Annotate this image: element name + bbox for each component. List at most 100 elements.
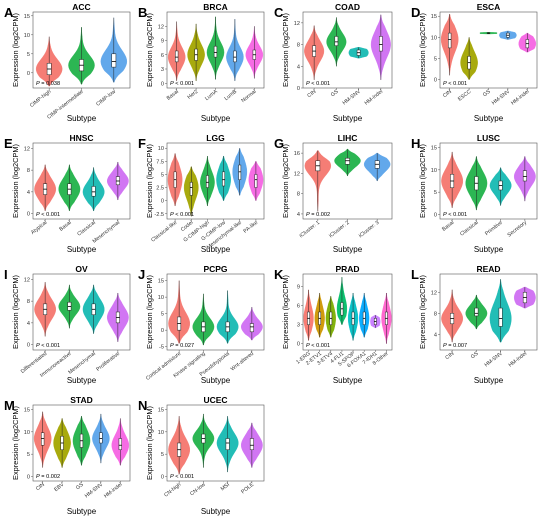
iqr-box <box>334 36 339 46</box>
y-tick-label: 15 <box>431 14 437 20</box>
x-tick-label: MSI <box>220 482 231 493</box>
iqr-box <box>238 164 242 180</box>
x-tick-label: ESCC <box>457 89 472 103</box>
x-tick-label: CN-low <box>189 482 207 498</box>
violin-4-fli1 <box>336 276 348 325</box>
p-value-label: P = 0.007 <box>443 343 467 349</box>
iqr-box <box>99 432 103 444</box>
y-tick-label: 15 <box>24 14 30 20</box>
x-tick-label: CIMP-low <box>95 89 117 108</box>
p-value-number: = 0.027 <box>174 343 194 349</box>
panel-title: OV <box>75 264 88 274</box>
y-tick-label: 0 <box>297 342 300 348</box>
p-value-number: < 0.001 <box>40 343 60 349</box>
x-tick-label: Classical-like <box>150 220 178 244</box>
p-value-number: < 0.001 <box>40 212 60 218</box>
y-tick-label: 12 <box>24 277 30 283</box>
violin-icluster-1 <box>304 150 332 212</box>
panel-frame <box>439 142 538 220</box>
violin-2-etv1 <box>314 292 325 338</box>
iqr-box <box>522 170 527 182</box>
violin-msi <box>216 415 239 473</box>
p-value-label: P < 0.001 <box>443 212 467 218</box>
p-value-label: P < 0.001 <box>306 81 330 87</box>
violin-ebv <box>53 418 71 468</box>
panel-letter: K <box>274 267 284 282</box>
x-tick-label: HM-indel <box>364 89 384 107</box>
x-tick-label: CIMP-high <box>29 89 52 109</box>
panel-lihc: G LIHC 4 8 12 16 Expression (log2CPM) iCluster:… <box>274 133 393 254</box>
x-tick-label: LumA <box>204 89 219 103</box>
violin-classical-like <box>167 153 183 207</box>
x-tick-label: Classical <box>76 220 96 238</box>
panel-brca: B BRCA 0 3 6 9 12 Expression (log2CPM) Basal Her2… <box>138 2 265 123</box>
x-tick-label: iCluster: 1 <box>299 220 322 239</box>
x-tick-label: CIN <box>442 89 453 99</box>
y-tick-label: 5 <box>161 452 164 458</box>
y-tick-label: 4 <box>297 64 300 70</box>
p-value-symbol: P <box>170 474 174 480</box>
y-tick-label: 8 <box>297 43 300 49</box>
y-tick-label: 5 <box>27 452 30 458</box>
x-tick-label: Proliferative <box>95 351 121 373</box>
y-tick-label: 10 <box>24 430 30 436</box>
p-value-symbol: P <box>306 81 310 87</box>
x-tick-label: Secretory <box>507 220 529 239</box>
x-tick-label: HM-SNV <box>84 482 105 500</box>
x-tick-label: CIN <box>306 89 317 99</box>
p-value-symbol: P <box>36 212 40 218</box>
y-tick-label: 8 <box>297 192 300 198</box>
p-value-label: P < 0.001 <box>170 474 194 480</box>
violin-cin <box>440 13 459 76</box>
y-tick-label: 5 <box>434 56 437 62</box>
iqr-box <box>222 171 225 187</box>
iqr-box <box>111 53 117 68</box>
violin-8-other <box>381 292 392 344</box>
violin-hm-snv <box>489 279 512 343</box>
violin-cin <box>441 289 464 343</box>
y-tick-label: 9 <box>297 285 300 291</box>
p-value-number: < 0.001 <box>310 343 330 349</box>
violin-hm-indel <box>514 286 536 309</box>
panel-title: UCEC <box>203 395 227 405</box>
y-tick-label: -2.5 <box>154 212 164 218</box>
y-tick-label: 0 <box>161 328 164 334</box>
panel-esca: D ESCA 0 5 10 15 Expression (log2CPM) CIN ESCC GS… <box>411 2 538 123</box>
x-tick-label: iCluster: 2 <box>328 220 351 239</box>
panel-letter: N <box>138 398 147 413</box>
panel-frame <box>166 273 265 351</box>
violin-kinase-signaling <box>192 293 215 346</box>
iqr-box <box>448 32 452 49</box>
violin-escc <box>460 37 478 80</box>
x-tick-label: CIN <box>444 351 455 361</box>
iqr-box <box>225 438 230 450</box>
y-tick-label: 15 <box>24 407 30 413</box>
panel-title: LIHC <box>338 133 358 143</box>
violin-mesenchymal <box>106 161 129 201</box>
y-axis-label: Expression (log2CPM) <box>11 275 20 349</box>
y-tick-label: 0 <box>161 475 164 481</box>
y-axis-label: Expression (log2CPM) <box>418 275 427 349</box>
p-value-number: < 0.001 <box>310 81 330 87</box>
violin-hm-snv <box>92 413 110 464</box>
y-tick-label: 3 <box>161 67 164 73</box>
panel-title: PCPG <box>203 264 227 274</box>
y-tick-label: 4 <box>27 190 30 196</box>
y-tick-label: 10 <box>158 430 164 436</box>
iqr-box <box>118 438 122 450</box>
y-tick-label: 10 <box>24 33 30 39</box>
x-tick-label: EBV <box>53 482 65 494</box>
x-axis-label: Subtype <box>333 114 363 123</box>
y-axis-label: Expression (log2CPM) <box>11 144 20 218</box>
p-value-symbol: P <box>170 212 174 218</box>
violin-lumb <box>226 19 244 82</box>
violin-wnt-altered <box>241 306 263 341</box>
x-tick-label: HM-SNV <box>342 89 363 107</box>
iqr-box <box>175 50 179 63</box>
violin-pa-like <box>248 161 264 201</box>
p-value-number: = 0.007 <box>447 343 467 349</box>
p-value-symbol: P <box>170 343 174 349</box>
x-tick-label: HM-SNV <box>491 89 512 107</box>
